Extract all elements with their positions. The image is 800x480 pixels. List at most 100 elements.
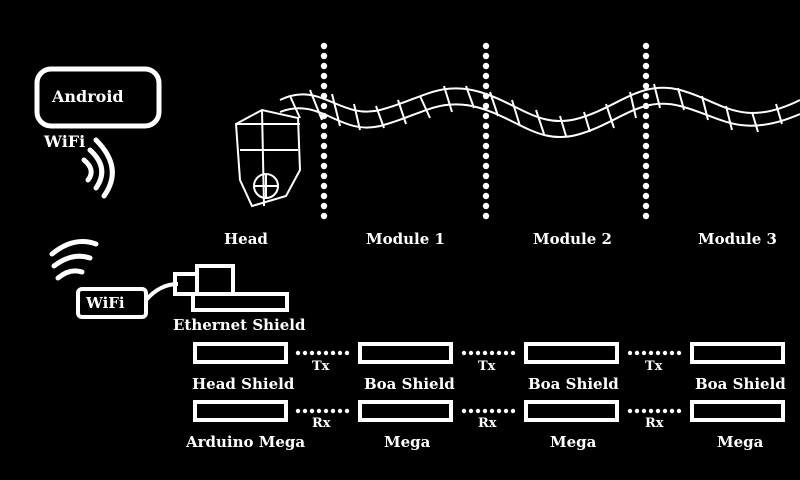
divider-dot (320, 52, 328, 60)
divider-dot (642, 122, 650, 130)
mega-box-3 (690, 400, 785, 422)
link-dot (496, 350, 502, 356)
boa-shield-box-2 (524, 342, 619, 364)
divider-dot (642, 202, 650, 210)
section-label-module-2: Module 2 (533, 230, 612, 248)
arduino-mega-box (193, 400, 288, 422)
link-dot (482, 408, 488, 414)
link-dot (323, 408, 329, 414)
divider-dot (642, 212, 650, 220)
link-dot (309, 408, 315, 414)
wifi-module-box (76, 287, 148, 319)
link-dot (302, 408, 308, 414)
divider-dot (482, 42, 490, 50)
shield-label-1: Boa Shield (364, 375, 455, 393)
divider-dot (482, 152, 490, 160)
link-dot (510, 408, 516, 414)
ethernet-shield-board (191, 292, 289, 312)
rx-label-1: Rx (312, 416, 331, 431)
link-dot (330, 350, 336, 356)
divider-dot (482, 172, 490, 180)
divider-dot (482, 52, 490, 60)
link-dot (475, 350, 481, 356)
divider-dot (482, 82, 490, 90)
divider-dot (482, 112, 490, 120)
link-dot (344, 350, 350, 356)
divider-dot (482, 132, 490, 140)
divider-dot (320, 42, 328, 50)
module-dividers (320, 42, 650, 220)
divider-dot (642, 192, 650, 200)
divider-dot (642, 182, 650, 190)
serial-links (295, 350, 682, 414)
divider-dot (320, 122, 328, 130)
divider-dot (320, 202, 328, 210)
link-dot (634, 350, 640, 356)
divider-dot (642, 152, 650, 160)
divider-dot (320, 132, 328, 140)
android-label: Android (52, 87, 124, 106)
divider-dot (642, 142, 650, 150)
link-dot (489, 408, 495, 414)
link-dot (489, 350, 495, 356)
rx-label-2: Rx (478, 416, 497, 431)
link-dot (669, 408, 675, 414)
divider-dot (642, 82, 650, 90)
link-dot (337, 408, 343, 414)
divider-dot (642, 92, 650, 100)
link-dot (655, 350, 661, 356)
link-dot (461, 350, 467, 356)
link-dot (503, 350, 509, 356)
link-dot (295, 350, 301, 356)
divider-dot (482, 102, 490, 110)
link-dot (676, 408, 682, 414)
link-dot (634, 408, 640, 414)
divider-dot (642, 162, 650, 170)
link-dot (337, 350, 343, 356)
link-dot (627, 350, 633, 356)
board-label-2: Mega (550, 433, 597, 451)
divider-dot (320, 62, 328, 70)
snake-body (279, 83, 800, 139)
divider-dot (642, 52, 650, 60)
tx-label-1: Tx (312, 359, 330, 374)
divider-dot (482, 72, 490, 80)
link-dot (655, 408, 661, 414)
divider-dot (482, 212, 490, 220)
divider-dot (482, 192, 490, 200)
divider-dot (642, 42, 650, 50)
divider-dot (642, 132, 650, 140)
link-dot (482, 350, 488, 356)
divider-dot (320, 72, 328, 80)
wifi-module-label: WiFi (86, 294, 125, 312)
link-dot (475, 408, 481, 414)
divider-dot (320, 162, 328, 170)
link-dot (330, 408, 336, 414)
link-dot (641, 408, 647, 414)
divider-dot (482, 202, 490, 210)
link-dot (669, 350, 675, 356)
link-dot (648, 408, 654, 414)
divider-dot (482, 182, 490, 190)
mega-box-2 (524, 400, 619, 422)
mega-box-1 (358, 400, 453, 422)
robot-head-icon (234, 108, 302, 208)
divider-dot (482, 92, 490, 100)
rx-label-3: Rx (645, 416, 664, 431)
android-wifi-label: WiFi (44, 132, 86, 151)
divider-dot (642, 72, 650, 80)
link-dot (323, 350, 329, 356)
section-label-head: Head (224, 230, 268, 248)
head-shield-box (193, 342, 288, 364)
link-dot (662, 350, 668, 356)
divider-dot (320, 82, 328, 90)
shield-label-2: Boa Shield (528, 375, 619, 393)
section-label-module-3: Module 3 (698, 230, 777, 248)
divider-dot (320, 142, 328, 150)
shield-label-3: Boa Shield (695, 375, 786, 393)
ethernet-jack (195, 264, 235, 296)
link-dot (461, 408, 467, 414)
link-dot (468, 350, 474, 356)
link-dot (295, 408, 301, 414)
